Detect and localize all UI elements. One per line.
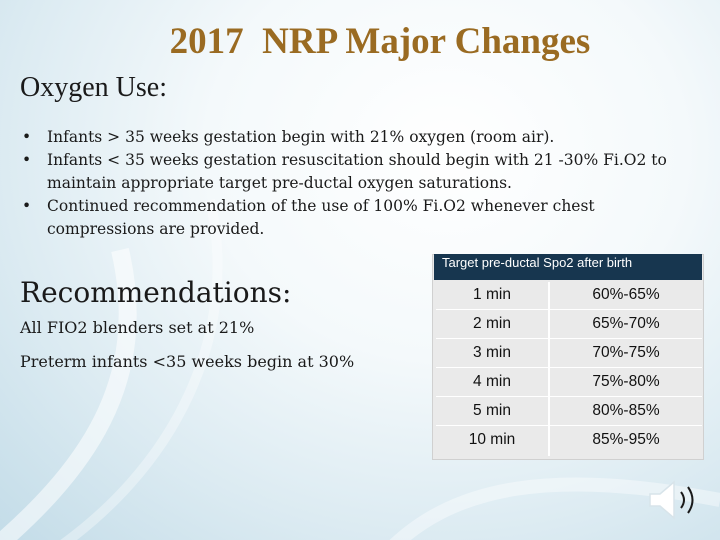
table-row: 10 min 85%-95% [436,426,702,455]
list-item: • Infants > 35 weeks gestation begin wit… [20,126,690,149]
bullet-icon: • [22,128,32,146]
bullet-text: Infants > 35 weeks gestation begin with … [47,128,555,146]
table-cell-time: 3 min [473,344,511,361]
list-item: • Infants < 35 weeks gestation resuscita… [20,149,690,195]
bullet-text: Continued recommendation of the use of 1… [47,197,595,238]
table-column-divider [548,282,550,456]
table-cell-spo2: 70%-75% [592,344,660,361]
table-row: 5 min 80%-85% [436,397,702,426]
recommendations-heading: Recommendations: [20,276,292,309]
bullet-list: • Infants > 35 weeks gestation begin wit… [20,126,690,241]
table-cell-time: 2 min [473,315,511,332]
row-divider [436,396,702,397]
speaker-icon[interactable] [644,476,704,524]
table-cell-time: 4 min [473,373,511,390]
table-row: 3 min 70%-75% [436,339,702,368]
recommendation-preterm: Preterm infants <35 weeks begin at 30% [20,352,355,371]
table-cell-spo2: 85%-95% [592,431,660,448]
table-cell-spo2: 75%-80% [592,373,660,390]
table-cell-time: 1 min [473,286,511,303]
table-row: 2 min 65%-70% [436,310,702,339]
table-cell-spo2: 65%-70% [592,315,660,332]
table-row: 4 min 75%-80% [436,368,702,397]
spo2-table-header: Target pre-ductal Spo2 after birth [434,254,702,280]
table-row: 1 min 60%-65% [436,281,702,310]
row-divider [436,367,702,368]
row-divider [436,425,702,426]
table-cell-time: 5 min [473,402,511,419]
list-item: • Continued recommendation of the use of… [20,195,690,241]
bullet-icon: • [22,151,32,169]
section-heading-oxygen-use: Oxygen Use: [20,72,167,103]
table-cell-spo2: 80%-85% [592,402,660,419]
recommendation-blenders: All FIO2 blenders set at 21% [20,318,255,337]
bullet-text: Infants < 35 weeks gestation resuscitati… [47,151,667,192]
row-divider [436,338,702,339]
bullet-icon: • [22,197,32,215]
row-divider [436,309,702,310]
table-cell-spo2: 60%-65% [592,286,660,303]
table-cell-time: 10 min [468,431,516,448]
page-title: 2017 NRP Major Changes [169,21,591,62]
